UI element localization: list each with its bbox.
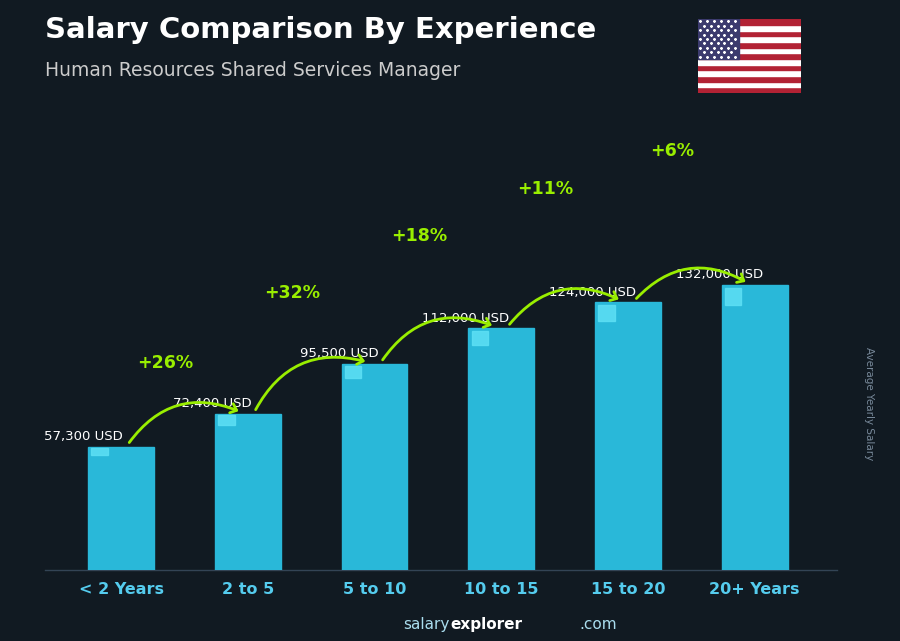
Bar — [472, 331, 488, 345]
Text: 72,400 USD: 72,400 USD — [173, 397, 252, 410]
Text: +32%: +32% — [264, 283, 320, 301]
Bar — [698, 59, 801, 65]
Bar — [698, 19, 739, 59]
Bar — [725, 288, 742, 305]
Text: +11%: +11% — [518, 180, 573, 198]
Text: 112,000 USD: 112,000 USD — [422, 312, 509, 325]
Bar — [598, 305, 615, 321]
Bar — [698, 37, 801, 42]
Bar — [468, 328, 534, 570]
Bar — [92, 448, 108, 455]
Bar — [218, 415, 235, 425]
Text: .com: .com — [580, 617, 617, 633]
Text: Average Yearly Salary: Average Yearly Salary — [863, 347, 874, 460]
Text: +26%: +26% — [138, 354, 194, 372]
Text: 57,300 USD: 57,300 USD — [43, 430, 122, 443]
Bar — [698, 42, 801, 47]
Text: Salary Comparison By Experience: Salary Comparison By Experience — [45, 16, 596, 44]
Text: +6%: +6% — [651, 142, 694, 160]
Bar — [341, 364, 408, 570]
Bar — [595, 302, 661, 570]
Bar — [88, 447, 154, 570]
Bar — [698, 71, 801, 76]
Text: 95,500 USD: 95,500 USD — [300, 347, 378, 360]
Bar — [698, 81, 801, 87]
Text: 124,000 USD: 124,000 USD — [549, 286, 636, 299]
Bar — [722, 285, 788, 570]
Text: Human Resources Shared Services Manager: Human Resources Shared Services Manager — [45, 61, 461, 80]
Text: explorer: explorer — [450, 617, 522, 633]
Bar — [698, 31, 801, 37]
Bar — [698, 25, 801, 31]
Text: salary: salary — [403, 617, 450, 633]
Bar — [698, 47, 801, 53]
Bar — [698, 76, 801, 81]
Text: 132,000 USD: 132,000 USD — [676, 269, 762, 281]
Bar — [698, 87, 801, 93]
Bar — [698, 53, 801, 59]
Bar — [698, 65, 801, 71]
Bar — [215, 414, 281, 570]
Text: +18%: +18% — [391, 227, 447, 245]
Bar — [345, 366, 361, 378]
Bar — [698, 19, 801, 25]
